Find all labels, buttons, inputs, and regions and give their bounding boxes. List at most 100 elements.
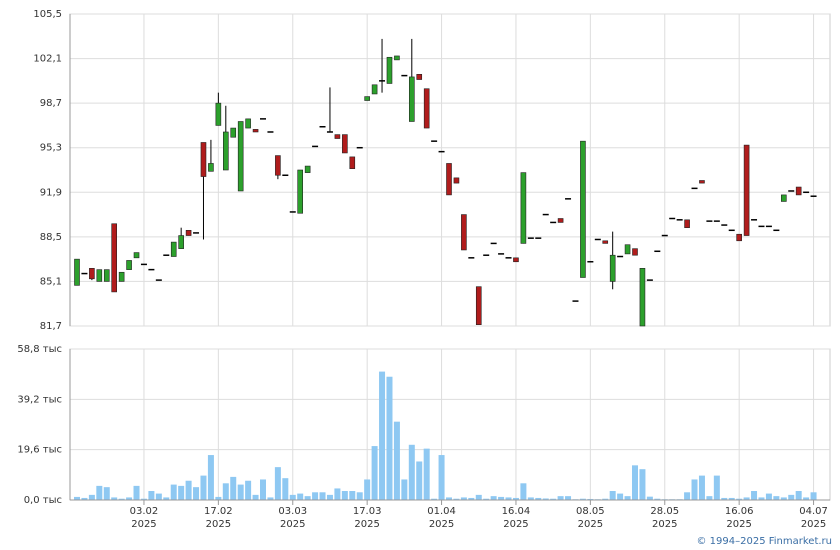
candle-body <box>580 140 586 278</box>
candle-body <box>743 144 750 236</box>
volume-bar <box>751 491 758 500</box>
candle-body <box>557 218 564 223</box>
volume-bar <box>550 498 557 500</box>
volume-bar <box>408 444 415 500</box>
candle-body <box>133 252 140 259</box>
candle-body <box>602 240 609 244</box>
volume-bar <box>74 496 80 500</box>
y-tick-label: 91,9 <box>40 187 62 198</box>
candle-body <box>386 56 393 84</box>
candle-body <box>736 233 742 242</box>
volume-bar <box>557 496 564 500</box>
volume-bar <box>460 497 467 500</box>
candle-body <box>237 121 244 192</box>
candle-body <box>223 131 229 171</box>
candle-body <box>178 235 184 249</box>
volume-bar <box>155 493 162 500</box>
candle-body <box>111 223 117 293</box>
volume-bar <box>230 476 237 500</box>
candle-body <box>89 268 95 280</box>
volume-bar <box>765 493 772 500</box>
volume-bar <box>475 494 482 500</box>
volume-bar <box>319 492 326 500</box>
volume-bar <box>312 492 319 500</box>
volume-bar <box>527 497 534 500</box>
volume-bar <box>416 461 423 500</box>
candle-body <box>126 260 132 270</box>
candle-body <box>520 172 527 244</box>
volume-bar <box>289 494 296 500</box>
candle-body <box>609 254 616 282</box>
candle-body <box>394 55 400 61</box>
volume-bar <box>579 498 586 500</box>
y-tick-label: 95,3 <box>40 143 62 154</box>
candle-body <box>624 244 631 255</box>
volume-bar <box>512 497 519 500</box>
volume-bar <box>267 497 274 500</box>
volume-bar <box>163 497 170 500</box>
candle-body <box>74 258 80 286</box>
volume-bar <box>728 497 735 500</box>
y-tick-label: 19,6 тыс <box>17 445 62 456</box>
candle-body <box>795 186 802 196</box>
candle-body <box>185 230 192 236</box>
volume-bar <box>446 497 452 500</box>
x-tick-label: 08.05 2025 <box>576 506 605 530</box>
volume-bar <box>505 497 512 500</box>
volume-bar <box>133 485 140 500</box>
volume-bar <box>96 485 103 500</box>
candle-body <box>96 269 103 282</box>
candle-body <box>342 134 348 154</box>
volume-bar <box>609 491 616 500</box>
volume-bar <box>639 469 646 500</box>
volume-bar <box>646 496 653 500</box>
volume-bar <box>706 496 713 500</box>
y-tick-label: 88,5 <box>40 232 62 243</box>
candle-body <box>408 76 415 122</box>
y-tick-label: 0,0 тыс <box>24 495 62 506</box>
x-tick-label: 03.02 2025 <box>129 506 159 530</box>
volume-bar <box>237 484 244 500</box>
candle-body <box>334 134 341 139</box>
volume-bar <box>111 497 118 500</box>
y-tick-label: 58,8 тыс <box>17 344 62 355</box>
candle-body <box>118 271 125 282</box>
volume-bar <box>565 496 572 500</box>
volume-bar <box>379 371 386 500</box>
candle-body <box>513 257 519 263</box>
volume-bar <box>490 496 497 500</box>
x-tick-label: 16.04 2025 <box>501 506 531 530</box>
volume-bar <box>684 492 691 500</box>
x-tick-label: 16.06 2025 <box>724 506 754 530</box>
volume-bar <box>438 455 445 500</box>
volume-bar <box>297 493 304 500</box>
candle-body <box>446 163 452 196</box>
volume-bar <box>691 479 698 500</box>
candle-body <box>230 127 237 138</box>
x-tick-label: 28.05 2025 <box>650 506 680 530</box>
volume-bar <box>698 475 705 500</box>
volume-bar <box>743 497 750 500</box>
volume-bar <box>215 496 222 500</box>
x-tick-label: 03.03 2025 <box>278 506 308 530</box>
volume-bar <box>736 498 743 500</box>
candle-body <box>453 177 460 184</box>
volume-bar <box>654 498 661 500</box>
volume-bar <box>713 475 720 500</box>
volume-bar <box>773 496 780 500</box>
volume-bar <box>140 498 147 500</box>
y-tick-label: 98,7 <box>40 98 62 109</box>
volume-bar <box>453 498 460 500</box>
volume-bar <box>356 492 363 500</box>
volume-bar <box>520 483 527 500</box>
candle-body <box>684 219 690 228</box>
volume-bar <box>810 492 817 500</box>
volume-bar <box>207 455 214 500</box>
volume-bar <box>126 497 133 500</box>
candle-body <box>461 214 467 251</box>
candle-body <box>304 165 311 173</box>
candle-body <box>208 163 214 172</box>
x-tick-label: 17.03 2025 <box>352 506 382 530</box>
